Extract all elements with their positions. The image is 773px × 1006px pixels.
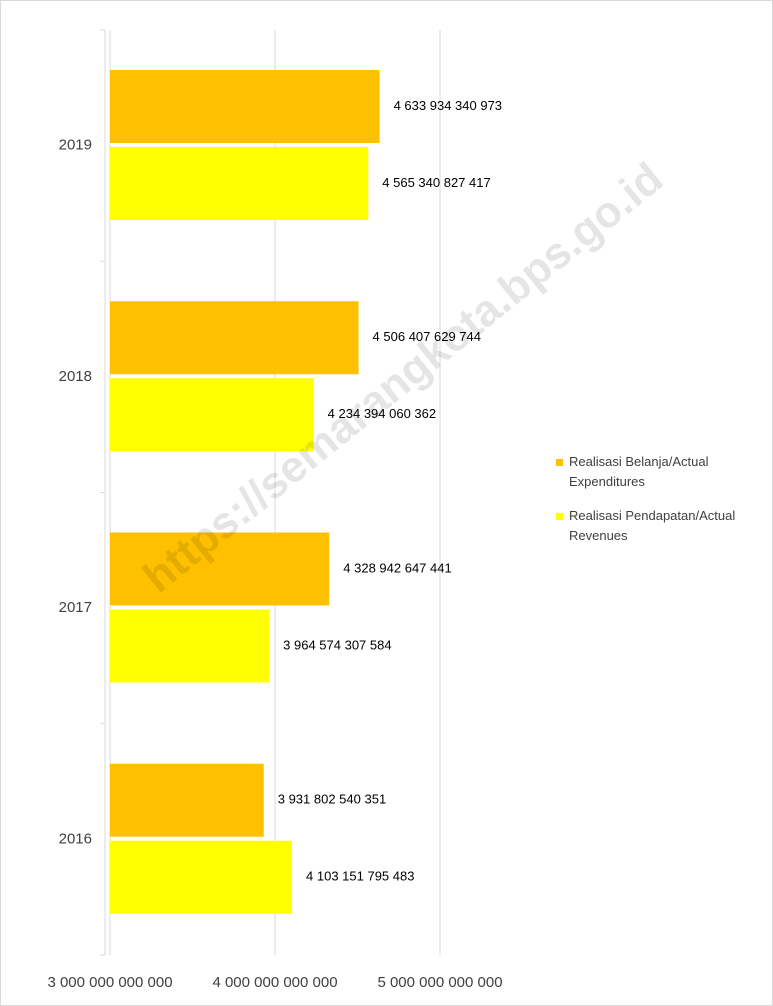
- data-label: 4 328 942 647 441: [343, 560, 451, 575]
- legend-key: [556, 513, 563, 520]
- bar: [110, 147, 369, 220]
- bar: [110, 763, 264, 837]
- legend-label: Realisasi Belanja/Actual Expenditures: [569, 454, 709, 489]
- bar: [110, 840, 293, 914]
- y-tick-label: 2018: [59, 368, 92, 385]
- y-tick-label: 2016: [59, 830, 92, 847]
- y-tick-label: 2019: [59, 137, 92, 154]
- legend-key: [556, 459, 563, 466]
- bar: [110, 378, 314, 452]
- legend-item: Realisasi Pendapatan/Actual Revenues: [556, 506, 766, 546]
- bar: [110, 532, 330, 606]
- x-tick-label: 5 000 000 000 000: [377, 974, 502, 991]
- data-label: 3 931 802 540 351: [278, 792, 386, 807]
- y-tick-label: 2017: [59, 599, 92, 616]
- data-label: 4 103 151 795 483: [306, 869, 414, 884]
- x-tick-label: 3 000 000 000 000: [47, 974, 172, 991]
- data-label: 4 633 934 340 973: [394, 98, 502, 113]
- data-label: 4 506 407 629 744: [373, 329, 481, 344]
- data-label: 3 964 574 307 584: [283, 637, 391, 652]
- data-label: 4 234 394 060 362: [328, 406, 436, 421]
- legend-label: Realisasi Pendapatan/Actual Revenues: [569, 508, 736, 543]
- legend-item: Realisasi Belanja/Actual Expenditures: [556, 452, 766, 492]
- bar: [110, 609, 270, 683]
- x-tick-label: 4 000 000 000 000: [212, 974, 337, 991]
- legend: Realisasi Belanja/Actual Expenditures Rea…: [556, 452, 766, 560]
- bar: [110, 301, 359, 375]
- data-label: 4 565 340 827 417: [382, 175, 490, 190]
- bar: [110, 70, 380, 143]
